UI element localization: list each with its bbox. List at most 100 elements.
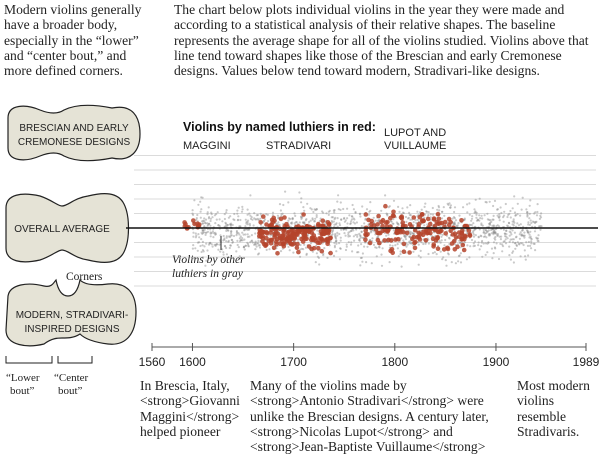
gray-point [225, 240, 228, 243]
gray-point [201, 244, 204, 247]
gray-point [290, 222, 293, 225]
gray-point [214, 233, 217, 236]
gray-point [409, 218, 412, 221]
gray-point [218, 218, 221, 221]
gray-point [211, 230, 215, 233]
gray-point [254, 243, 257, 246]
gray-point [477, 235, 480, 238]
gray-point [514, 247, 517, 250]
modern-label-line1: MODERN, STRADIVARI- [16, 310, 129, 321]
gray-point [412, 250, 415, 253]
gray-point [538, 217, 542, 220]
gray-point [391, 244, 394, 247]
gray-point [206, 230, 210, 233]
gray-point [228, 246, 231, 250]
gray-point [476, 219, 480, 222]
gray-point [199, 200, 202, 203]
gray-point [361, 236, 364, 239]
gray-point [287, 219, 290, 222]
gray-point [516, 241, 519, 244]
gray-point [441, 258, 444, 261]
red-point-lupot [407, 222, 413, 227]
gray-point [515, 244, 519, 247]
gray-point [498, 225, 501, 228]
gray-point [508, 240, 511, 243]
gray-point [255, 218, 258, 221]
caption-brescia: In Brescia, Italy, <strong>Giovanni Magg… [140, 378, 240, 439]
gray-point [402, 239, 405, 242]
red-point-lupot [363, 212, 369, 217]
gray-point [520, 233, 524, 236]
red-point-stradivari [316, 221, 321, 227]
gray-point [484, 228, 487, 232]
gray-point [437, 206, 441, 209]
gray-point [354, 233, 357, 236]
gray-point [314, 217, 317, 220]
gray-point [208, 242, 211, 245]
gray-point [200, 238, 203, 241]
gray-point [527, 221, 530, 224]
gray-point [386, 214, 389, 217]
gray-point [372, 243, 376, 246]
gray-point [263, 218, 267, 221]
red-point-stradivari [264, 235, 269, 241]
gray-point [506, 215, 509, 219]
gray-point [429, 213, 432, 216]
red-point-stradivari [264, 229, 269, 235]
gray-point [239, 239, 243, 242]
red-point-stradivari [271, 245, 277, 251]
gray-point [259, 217, 262, 220]
gray-point [512, 238, 515, 241]
gray-point [378, 246, 381, 249]
gray-point [206, 223, 210, 226]
gray-point [356, 235, 359, 238]
gray-point [512, 261, 516, 264]
gray-point [488, 222, 491, 225]
gray-point [472, 235, 476, 238]
gray-point [459, 241, 462, 245]
gray-point [209, 242, 212, 245]
gray-point [328, 209, 331, 212]
gray-point [246, 241, 249, 244]
red-point-lupot [371, 223, 377, 228]
gray-point [217, 224, 220, 227]
gray-point [417, 243, 420, 246]
gray-point [505, 233, 508, 236]
gray-point [397, 223, 400, 226]
gray-point [481, 239, 484, 243]
gray-point [492, 214, 495, 217]
gray-point [403, 235, 406, 238]
gray-point [493, 199, 497, 202]
gray-point [487, 229, 490, 232]
gray-point [204, 222, 207, 225]
red-point-stradivari [272, 235, 278, 240]
gray-point [364, 218, 367, 221]
gray-point [203, 231, 206, 234]
gray-point [302, 206, 305, 209]
gray-point [479, 234, 482, 237]
gray-point [230, 232, 233, 235]
gray-point [351, 250, 354, 253]
gray-point [392, 199, 396, 202]
red-point-stradivari [294, 245, 300, 251]
gray-point [475, 216, 478, 219]
gray-point [535, 220, 538, 223]
gray-point [294, 214, 297, 217]
gray-point [259, 212, 262, 215]
gray-point [522, 243, 525, 247]
gray-point [475, 219, 479, 222]
gray-point [441, 233, 444, 236]
gray-point [200, 250, 203, 254]
gray-point [345, 243, 348, 246]
gray-point [223, 237, 226, 240]
gray-point [440, 210, 444, 213]
gray-point [476, 218, 479, 221]
gray-point [229, 244, 232, 247]
gray-point [506, 237, 509, 240]
gray-point [209, 231, 212, 234]
gray-point [488, 200, 491, 203]
gray-point [511, 251, 514, 254]
gray-point [369, 209, 372, 212]
gray-point [277, 217, 280, 220]
gray-point [202, 219, 205, 222]
